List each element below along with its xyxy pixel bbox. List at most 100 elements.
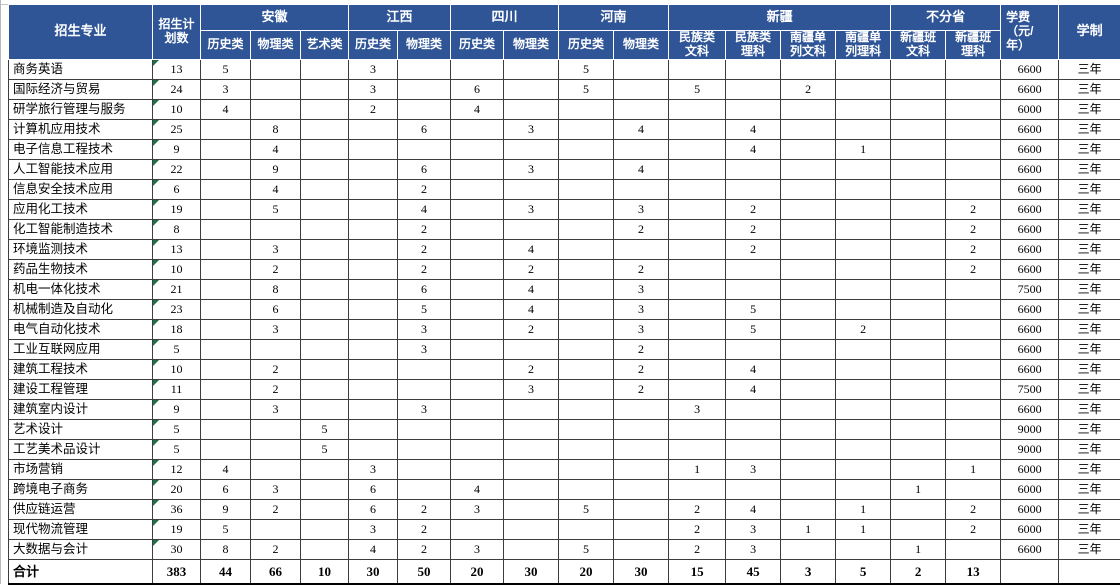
major-name-cell: 工艺美术品设计	[9, 439, 153, 459]
value-cell	[669, 239, 726, 259]
value-cell	[669, 319, 726, 339]
value-cell: 2	[251, 499, 301, 519]
value-cell: 1	[836, 519, 891, 539]
value-cell: 3	[504, 379, 559, 399]
value-cell: 1	[836, 139, 891, 159]
value-cell: 45	[726, 559, 781, 584]
value-cell	[451, 59, 504, 79]
value-cell	[836, 219, 891, 239]
fee-cell: 6600	[1001, 339, 1059, 359]
value-cell	[781, 159, 836, 179]
value-cell: 3	[251, 239, 301, 259]
value-cell: 20	[451, 559, 504, 584]
value-cell: 2	[398, 179, 451, 199]
value-cell: 3	[349, 459, 398, 479]
plan-count-cell: 13	[153, 239, 201, 259]
table-header: 招生专业 招生计 划数 安徽 江西 四川 河南 新疆 不分省 学费 （元/ 年）…	[9, 5, 1120, 60]
plan-count-cell: 18	[153, 319, 201, 339]
value-cell	[781, 399, 836, 419]
value-cell: 6	[451, 79, 504, 99]
value-cell	[349, 419, 398, 439]
header-province-xinjiang: 新疆	[669, 5, 891, 31]
value-cell	[301, 379, 349, 399]
value-cell	[251, 219, 301, 239]
major-name-cell: 建筑工程技术	[9, 359, 153, 379]
value-cell	[891, 239, 946, 259]
value-cell: 3	[726, 519, 781, 539]
plan-count-cell: 9	[153, 139, 201, 159]
value-cell	[836, 299, 891, 319]
value-cell	[836, 199, 891, 219]
value-cell	[349, 239, 398, 259]
value-cell: 2	[946, 259, 1001, 279]
value-cell	[669, 479, 726, 499]
value-cell	[836, 459, 891, 479]
value-cell: 6	[398, 159, 451, 179]
value-cell	[559, 519, 614, 539]
value-cell	[301, 99, 349, 119]
fee-cell: 6600	[1001, 239, 1059, 259]
value-cell	[201, 179, 251, 199]
plan-count-cell: 25	[153, 119, 201, 139]
duration-cell: 三年	[1059, 79, 1120, 99]
duration-cell: 三年	[1059, 479, 1120, 499]
fee-cell: 6000	[1001, 499, 1059, 519]
subheader-xinjiang-minority-science: 民族类 理科	[726, 31, 781, 60]
value-cell	[559, 299, 614, 319]
value-cell	[836, 359, 891, 379]
value-cell: 3	[669, 399, 726, 419]
value-cell	[614, 399, 669, 419]
value-cell: 4	[726, 119, 781, 139]
value-cell	[891, 199, 946, 219]
value-cell	[946, 439, 1001, 459]
value-cell	[349, 359, 398, 379]
value-cell: 2	[614, 219, 669, 239]
value-cell	[201, 439, 251, 459]
value-cell	[781, 59, 836, 79]
value-cell	[251, 99, 301, 119]
value-cell	[726, 179, 781, 199]
value-cell: 5	[669, 79, 726, 99]
value-cell	[726, 99, 781, 119]
value-cell	[504, 519, 559, 539]
value-cell: 5	[301, 439, 349, 459]
major-name-cell: 市场营销	[9, 459, 153, 479]
value-cell: 4	[251, 179, 301, 199]
value-cell	[301, 519, 349, 539]
major-name-cell: 工业互联网应用	[9, 339, 153, 359]
plan-count-cell: 10	[153, 99, 201, 119]
fee-cell: 6600	[1001, 299, 1059, 319]
value-cell	[559, 459, 614, 479]
value-cell	[349, 379, 398, 399]
subheader-sichuan-history: 历史类	[451, 31, 504, 60]
enrollment-plan-table: 招生专业 招生计 划数 安徽 江西 四川 河南 新疆 不分省 学费 （元/ 年）…	[8, 4, 1120, 585]
value-cell	[451, 379, 504, 399]
major-name-cell: 电子信息工程技术	[9, 139, 153, 159]
value-cell: 4	[726, 499, 781, 519]
duration-cell: 三年	[1059, 419, 1120, 439]
value-cell	[891, 439, 946, 459]
value-cell	[301, 359, 349, 379]
value-cell	[891, 179, 946, 199]
header-province-anhui: 安徽	[201, 5, 349, 31]
value-cell	[946, 79, 1001, 99]
value-cell: 5	[251, 199, 301, 219]
value-cell	[301, 259, 349, 279]
value-cell: 30	[349, 559, 398, 584]
value-cell	[781, 259, 836, 279]
value-cell	[836, 539, 891, 559]
value-cell: 5	[201, 519, 251, 539]
value-cell: 2	[251, 359, 301, 379]
value-cell	[349, 159, 398, 179]
value-cell	[301, 399, 349, 419]
value-cell	[504, 459, 559, 479]
duration-cell: 三年	[1059, 239, 1120, 259]
